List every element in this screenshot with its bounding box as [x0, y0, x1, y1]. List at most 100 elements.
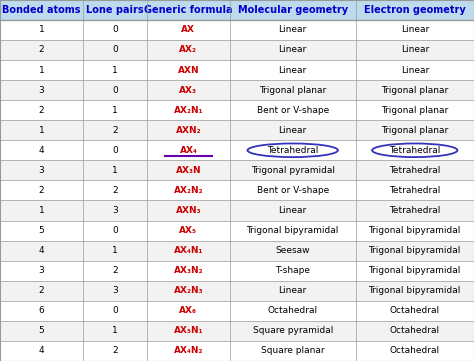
- Text: Trigonal bipyramidal: Trigonal bipyramidal: [369, 226, 461, 235]
- FancyBboxPatch shape: [0, 321, 474, 341]
- Text: Square pyramidal: Square pyramidal: [253, 326, 333, 335]
- Text: 1: 1: [38, 126, 45, 135]
- Text: 1: 1: [112, 66, 118, 74]
- Text: Bonded atoms: Bonded atoms: [2, 5, 81, 15]
- FancyBboxPatch shape: [0, 120, 474, 140]
- FancyBboxPatch shape: [0, 240, 474, 261]
- Text: 4: 4: [39, 347, 44, 356]
- Text: 1: 1: [112, 246, 118, 255]
- Text: 2: 2: [112, 347, 118, 356]
- Text: 4: 4: [39, 246, 44, 255]
- FancyBboxPatch shape: [0, 221, 474, 240]
- Text: Tetrahedral: Tetrahedral: [389, 206, 440, 215]
- Text: Electron geometry: Electron geometry: [364, 5, 465, 15]
- Text: 2: 2: [39, 106, 44, 115]
- Text: Linear: Linear: [401, 45, 429, 55]
- Text: 2: 2: [39, 45, 44, 55]
- FancyBboxPatch shape: [0, 261, 474, 281]
- Text: Trigonal bipyramidal: Trigonal bipyramidal: [369, 286, 461, 295]
- Text: AX₃N: AX₃N: [175, 166, 201, 175]
- Text: Tetrahedral: Tetrahedral: [389, 146, 440, 155]
- Text: 0: 0: [112, 226, 118, 235]
- Text: Square planar: Square planar: [261, 347, 325, 356]
- Text: 3: 3: [38, 266, 45, 275]
- FancyBboxPatch shape: [0, 301, 474, 321]
- Text: 2: 2: [39, 286, 44, 295]
- Text: Octahedral: Octahedral: [390, 306, 440, 315]
- Text: Bent or V-shape: Bent or V-shape: [256, 106, 329, 115]
- Text: 1: 1: [38, 206, 45, 215]
- Text: AX₅N₁: AX₅N₁: [173, 326, 203, 335]
- Text: 1: 1: [112, 326, 118, 335]
- Text: AX₂N₁: AX₂N₁: [173, 106, 203, 115]
- Text: Linear: Linear: [279, 286, 307, 295]
- Text: 3: 3: [112, 206, 118, 215]
- Text: 2: 2: [112, 186, 118, 195]
- FancyBboxPatch shape: [0, 20, 474, 40]
- Text: AX₂N₃: AX₂N₃: [173, 286, 203, 295]
- Text: 3: 3: [38, 86, 45, 95]
- Text: Trigonal planar: Trigonal planar: [259, 86, 326, 95]
- FancyBboxPatch shape: [0, 341, 474, 361]
- Text: Trigonal planar: Trigonal planar: [381, 106, 448, 115]
- Text: Seesaw: Seesaw: [275, 246, 310, 255]
- Text: 1: 1: [38, 25, 45, 34]
- Text: AX₄N₂: AX₄N₂: [173, 347, 203, 356]
- Text: Octahedral: Octahedral: [390, 326, 440, 335]
- Text: Octahedral: Octahedral: [390, 347, 440, 356]
- Text: 2: 2: [112, 266, 118, 275]
- Text: 0: 0: [112, 45, 118, 55]
- Text: Molecular geometry: Molecular geometry: [237, 5, 348, 15]
- Text: 1: 1: [38, 66, 45, 74]
- Text: Linear: Linear: [279, 126, 307, 135]
- Text: AXN₂: AXN₂: [175, 126, 201, 135]
- Text: AX₆: AX₆: [180, 306, 197, 315]
- Text: Bent or V-shape: Bent or V-shape: [256, 186, 329, 195]
- Text: Linear: Linear: [279, 66, 307, 74]
- FancyBboxPatch shape: [0, 180, 474, 200]
- Text: 0: 0: [112, 306, 118, 315]
- FancyBboxPatch shape: [0, 80, 474, 100]
- Text: Tetrahedral: Tetrahedral: [267, 146, 319, 155]
- Text: Trigonal pyramidal: Trigonal pyramidal: [251, 166, 335, 175]
- FancyBboxPatch shape: [0, 200, 474, 221]
- Text: Linear: Linear: [401, 66, 429, 74]
- Text: AX₃: AX₃: [180, 86, 197, 95]
- Text: 6: 6: [38, 306, 45, 315]
- Text: 0: 0: [112, 25, 118, 34]
- FancyBboxPatch shape: [0, 281, 474, 301]
- Text: Trigonal planar: Trigonal planar: [381, 86, 448, 95]
- Text: AX₅: AX₅: [180, 226, 197, 235]
- Text: 2: 2: [39, 186, 44, 195]
- Text: Linear: Linear: [279, 25, 307, 34]
- FancyBboxPatch shape: [0, 100, 474, 120]
- Text: Trigonal bipyramidal: Trigonal bipyramidal: [369, 266, 461, 275]
- Text: Linear: Linear: [401, 25, 429, 34]
- Text: Trigonal bipyramidal: Trigonal bipyramidal: [246, 226, 339, 235]
- Text: Generic formula: Generic formula: [144, 5, 233, 15]
- Text: 3: 3: [38, 166, 45, 175]
- Text: AXN₃: AXN₃: [175, 206, 201, 215]
- Text: 0: 0: [112, 146, 118, 155]
- FancyBboxPatch shape: [0, 140, 474, 160]
- Text: 1: 1: [112, 166, 118, 175]
- FancyBboxPatch shape: [0, 60, 474, 80]
- Text: 0: 0: [112, 86, 118, 95]
- Text: AX₂: AX₂: [180, 45, 197, 55]
- Text: 3: 3: [112, 286, 118, 295]
- Text: Linear: Linear: [279, 45, 307, 55]
- Text: 1: 1: [112, 106, 118, 115]
- Text: Linear: Linear: [279, 206, 307, 215]
- Text: T-shape: T-shape: [275, 266, 310, 275]
- Text: 5: 5: [38, 226, 45, 235]
- Text: Octahedral: Octahedral: [268, 306, 318, 315]
- Text: AX₄: AX₄: [180, 146, 197, 155]
- Text: AX₂N₂: AX₂N₂: [173, 186, 203, 195]
- Text: 4: 4: [39, 146, 44, 155]
- Text: AX: AX: [182, 25, 195, 34]
- FancyBboxPatch shape: [0, 40, 474, 60]
- Text: Tetrahedral: Tetrahedral: [389, 186, 440, 195]
- Text: Tetrahedral: Tetrahedral: [389, 166, 440, 175]
- Text: AXN: AXN: [178, 66, 199, 74]
- Text: 2: 2: [112, 126, 118, 135]
